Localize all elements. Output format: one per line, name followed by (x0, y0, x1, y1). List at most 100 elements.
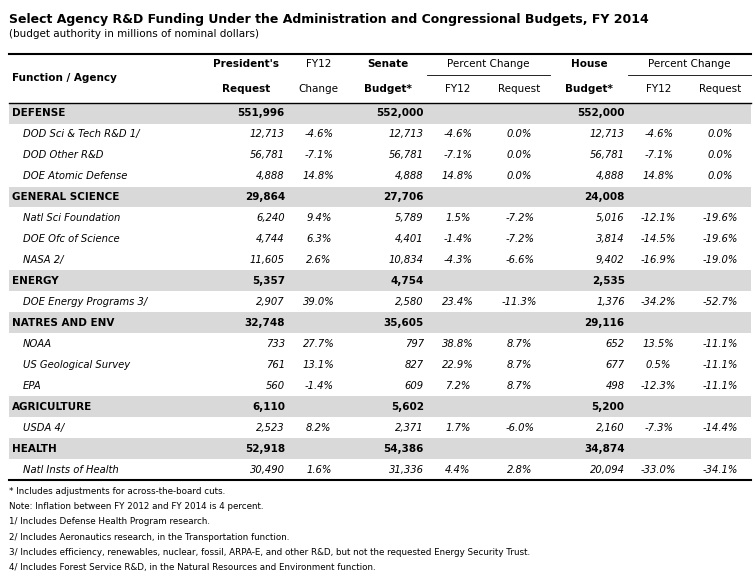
Text: Budget*: Budget* (565, 84, 613, 94)
Text: 4,888: 4,888 (396, 171, 424, 181)
Text: Note: Inflation between FY 2012 and FY 2014 is 4 percent.: Note: Inflation between FY 2012 and FY 2… (9, 502, 263, 511)
Text: 0.0%: 0.0% (507, 150, 532, 160)
Text: 552,000: 552,000 (577, 108, 624, 118)
Text: 6,240: 6,240 (256, 213, 285, 223)
Text: Request: Request (699, 84, 741, 94)
Text: -12.3%: -12.3% (641, 381, 676, 391)
Text: 20,094: 20,094 (590, 464, 624, 475)
Text: 4,401: 4,401 (396, 234, 424, 244)
Text: -11.1%: -11.1% (703, 339, 738, 349)
Text: 2,580: 2,580 (396, 297, 424, 307)
Text: 1.7%: 1.7% (445, 423, 470, 432)
Bar (9, 102, 751, 123)
Text: -6.6%: -6.6% (505, 255, 534, 265)
Text: 8.7%: 8.7% (507, 381, 532, 391)
Text: -7.3%: -7.3% (644, 423, 673, 432)
Text: -11.1%: -11.1% (703, 381, 738, 391)
Text: House: House (571, 59, 607, 69)
Text: 24,008: 24,008 (584, 192, 624, 202)
Text: 31,336: 31,336 (389, 464, 424, 475)
Text: ENERGY: ENERGY (12, 276, 59, 286)
Text: 27.7%: 27.7% (303, 339, 334, 349)
Text: 2,907: 2,907 (256, 297, 285, 307)
Text: Senate: Senate (368, 59, 409, 69)
Text: Percent Change: Percent Change (448, 59, 530, 69)
Text: DOE Atomic Defense: DOE Atomic Defense (23, 171, 127, 181)
Text: 52,918: 52,918 (245, 443, 285, 454)
Text: 0.0%: 0.0% (707, 150, 733, 160)
Bar (9, 313, 751, 333)
Text: FY12: FY12 (306, 59, 331, 69)
Text: USDA 4/: USDA 4/ (23, 423, 64, 432)
Text: -19.6%: -19.6% (703, 213, 738, 223)
Text: 2,160: 2,160 (596, 423, 624, 432)
Text: 2/ Includes Aeronautics research, in the Transportation function.: 2/ Includes Aeronautics research, in the… (9, 533, 289, 541)
Text: 39.0%: 39.0% (303, 297, 334, 307)
Text: AGRICULTURE: AGRICULTURE (12, 402, 92, 411)
Text: EPA: EPA (23, 381, 42, 391)
Text: 0.0%: 0.0% (507, 129, 532, 139)
Bar (9, 229, 751, 250)
Text: 8.7%: 8.7% (507, 339, 532, 349)
Text: 54,386: 54,386 (384, 443, 424, 454)
Text: 1.5%: 1.5% (445, 213, 470, 223)
Bar (9, 186, 751, 207)
Text: -11.1%: -11.1% (703, 360, 738, 370)
Text: HEALTH: HEALTH (12, 443, 57, 454)
Text: 34,874: 34,874 (584, 443, 624, 454)
Text: -33.0%: -33.0% (641, 464, 676, 475)
Text: 11,605: 11,605 (250, 255, 285, 265)
Bar (9, 165, 751, 186)
Text: FY12: FY12 (646, 84, 671, 94)
Text: * Includes adjustments for across-the-board cuts.: * Includes adjustments for across-the-bo… (9, 487, 225, 496)
Text: Request: Request (222, 84, 270, 94)
Text: 10,834: 10,834 (389, 255, 424, 265)
Text: -34.2%: -34.2% (641, 297, 676, 307)
Text: 3,814: 3,814 (596, 234, 624, 244)
Text: -12.1%: -12.1% (641, 213, 676, 223)
Text: 6,110: 6,110 (252, 402, 285, 411)
Bar (9, 438, 751, 459)
Text: 14.8%: 14.8% (643, 171, 674, 181)
Bar (9, 375, 751, 396)
Text: 551,996: 551,996 (238, 108, 285, 118)
Text: Function / Agency: Function / Agency (12, 73, 117, 83)
Text: 1.6%: 1.6% (306, 464, 331, 475)
Text: -4.3%: -4.3% (443, 255, 473, 265)
Text: 38.8%: 38.8% (442, 339, 473, 349)
Text: 8.7%: 8.7% (507, 360, 532, 370)
Text: 8.2%: 8.2% (306, 423, 331, 432)
Text: 9,402: 9,402 (596, 255, 624, 265)
Bar (9, 123, 751, 144)
Text: 32,748: 32,748 (245, 318, 285, 328)
Text: 1/ Includes Defense Health Program research.: 1/ Includes Defense Health Program resea… (9, 517, 210, 526)
Text: 797: 797 (405, 339, 424, 349)
Bar (9, 292, 751, 313)
Text: NATRES AND ENV: NATRES AND ENV (12, 318, 115, 328)
Text: NOAA: NOAA (23, 339, 52, 349)
Text: 1,376: 1,376 (596, 297, 624, 307)
Text: Natl Sci Foundation: Natl Sci Foundation (23, 213, 120, 223)
Text: 2,523: 2,523 (256, 423, 285, 432)
Bar (9, 459, 751, 480)
Bar (9, 271, 751, 292)
Text: 5,200: 5,200 (592, 402, 624, 411)
Text: -14.5%: -14.5% (641, 234, 676, 244)
Bar (9, 207, 751, 229)
Text: -4.6%: -4.6% (304, 129, 333, 139)
Text: 733: 733 (266, 339, 285, 349)
Text: 560: 560 (266, 381, 285, 391)
Text: 761: 761 (266, 360, 285, 370)
Text: 14.8%: 14.8% (442, 171, 473, 181)
Text: -19.0%: -19.0% (703, 255, 738, 265)
Text: 0.0%: 0.0% (707, 129, 733, 139)
Text: -1.4%: -1.4% (304, 381, 333, 391)
Text: -6.0%: -6.0% (505, 423, 534, 432)
Text: 827: 827 (405, 360, 424, 370)
Text: 12,713: 12,713 (250, 129, 285, 139)
Text: 4,888: 4,888 (256, 171, 285, 181)
Text: 4,754: 4,754 (390, 276, 424, 286)
Bar (9, 417, 751, 438)
Text: 0.0%: 0.0% (507, 171, 532, 181)
Text: -16.9%: -16.9% (641, 255, 676, 265)
